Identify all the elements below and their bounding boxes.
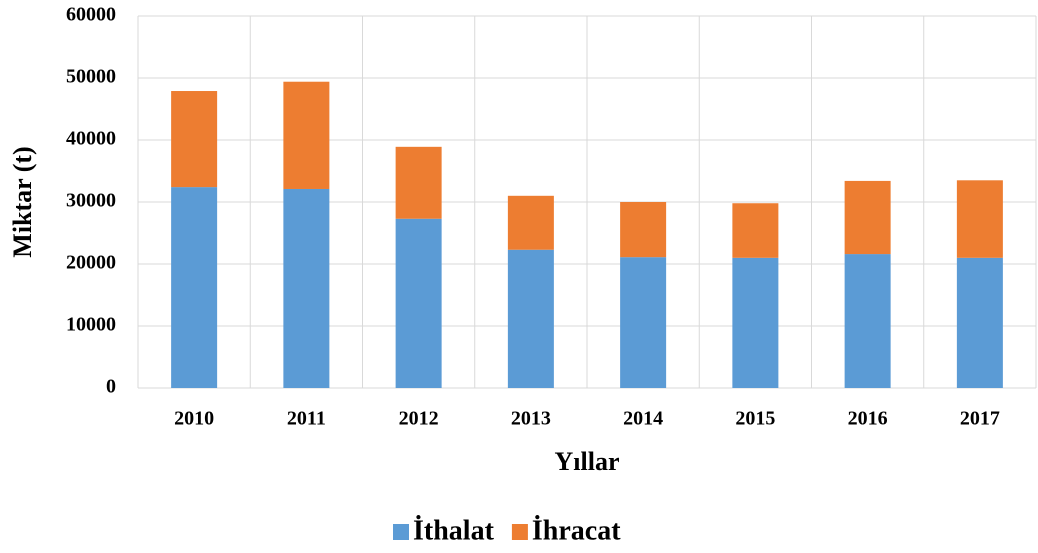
bar-segment xyxy=(956,257,1003,388)
bar-segment xyxy=(732,257,779,388)
bar-segment xyxy=(171,91,218,188)
bar-segment xyxy=(732,203,779,258)
y-tick-label: 50000 xyxy=(66,66,116,88)
bar-segment xyxy=(620,257,667,388)
y-tick-label: 10000 xyxy=(66,314,116,336)
legend-label: İthalat xyxy=(413,515,495,546)
bar-segment xyxy=(395,218,442,388)
y-tick-label: 30000 xyxy=(66,190,116,212)
bar-segment xyxy=(507,195,554,250)
bar-segment xyxy=(283,81,330,189)
x-tick-label: 2016 xyxy=(848,408,888,430)
x-tick-label: 2014 xyxy=(623,408,663,430)
legend-swatch xyxy=(511,524,528,540)
x-tick-label: 2013 xyxy=(511,408,551,430)
x-tick-label: 2012 xyxy=(399,408,439,430)
y-axis-title: Miktar (t) xyxy=(8,146,37,257)
bar-segment xyxy=(956,180,1003,258)
y-tick-label: 0 xyxy=(106,376,116,398)
bar-segment xyxy=(620,202,667,258)
bar-segment xyxy=(171,187,218,388)
x-tick-label: 2017 xyxy=(960,408,1000,430)
bar-segment xyxy=(844,254,891,388)
x-tick-label: 2011 xyxy=(287,408,326,430)
bar-segment xyxy=(844,180,891,255)
x-axis-title: Yıllar xyxy=(555,447,620,476)
y-tick-label: 20000 xyxy=(66,252,116,274)
x-tick-label: 2015 xyxy=(735,408,775,430)
y-tick-label: 60000 xyxy=(66,4,116,26)
bar-segment xyxy=(395,146,442,219)
x-tick-label: 2010 xyxy=(174,408,214,430)
legend-swatch xyxy=(393,524,409,540)
legend-label: İhracat xyxy=(532,515,621,546)
bar-segment xyxy=(283,188,330,388)
bar-segment xyxy=(507,249,554,388)
y-tick-label: 40000 xyxy=(66,128,116,150)
